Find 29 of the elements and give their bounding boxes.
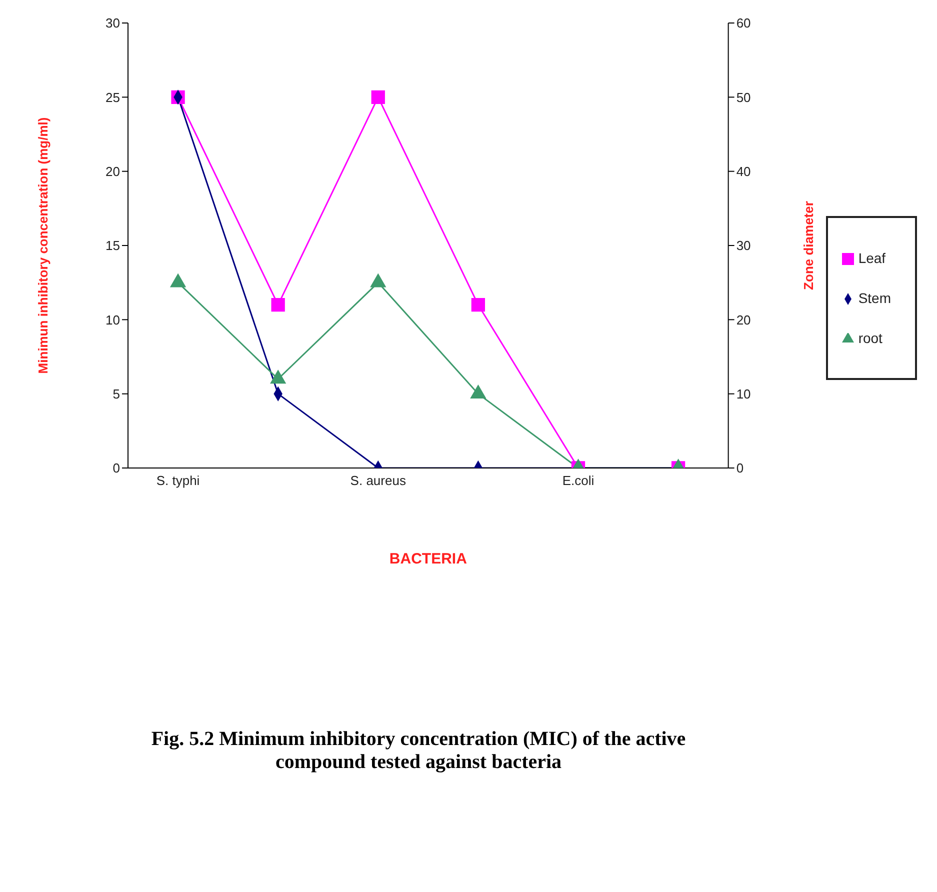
y-tick-label: 20 <box>106 164 120 179</box>
y2-axis-title: Zone diameter <box>800 201 816 290</box>
point <box>371 90 385 104</box>
y2-tick-label: 0 <box>736 460 744 476</box>
x-tick-label: S. aureus <box>350 473 406 488</box>
y-tick-label: 5 <box>112 386 120 402</box>
y-axis-title: Minimun inhibitory concentration (mg/ml) <box>36 117 51 374</box>
text: Fig. 5.2 Minimum inhibitory concentration (MIC) of the active compound tested against bacteria <box>150 728 687 774</box>
x-axis-title: BACTERIA <box>389 550 468 568</box>
point <box>370 274 386 288</box>
y2-tick-label: 10 <box>736 386 751 402</box>
y-tick-label: 30 <box>106 16 120 31</box>
point <box>170 274 186 288</box>
legend-label: root <box>858 330 882 346</box>
point <box>470 385 486 398</box>
legend-label: Leaf <box>858 250 886 266</box>
point <box>270 370 286 384</box>
y-tick-label: 25 <box>106 90 120 105</box>
x-tick-label: E.coli <box>562 473 594 488</box>
y-tick-label: 10 <box>106 312 120 328</box>
y2-tick-label: 60 <box>736 16 751 31</box>
x-tick-label: S. typhi <box>156 473 200 488</box>
y2-tick-label: 40 <box>736 164 751 179</box>
legend-label: Stem <box>858 290 891 306</box>
y-tick-label: 0 <box>112 460 120 476</box>
y2-tick-label: 20 <box>736 312 751 328</box>
y2-tick-label: 30 <box>736 238 751 254</box>
y2-tick-label: 50 <box>736 90 751 105</box>
y-tick-label: 15 <box>106 238 120 254</box>
